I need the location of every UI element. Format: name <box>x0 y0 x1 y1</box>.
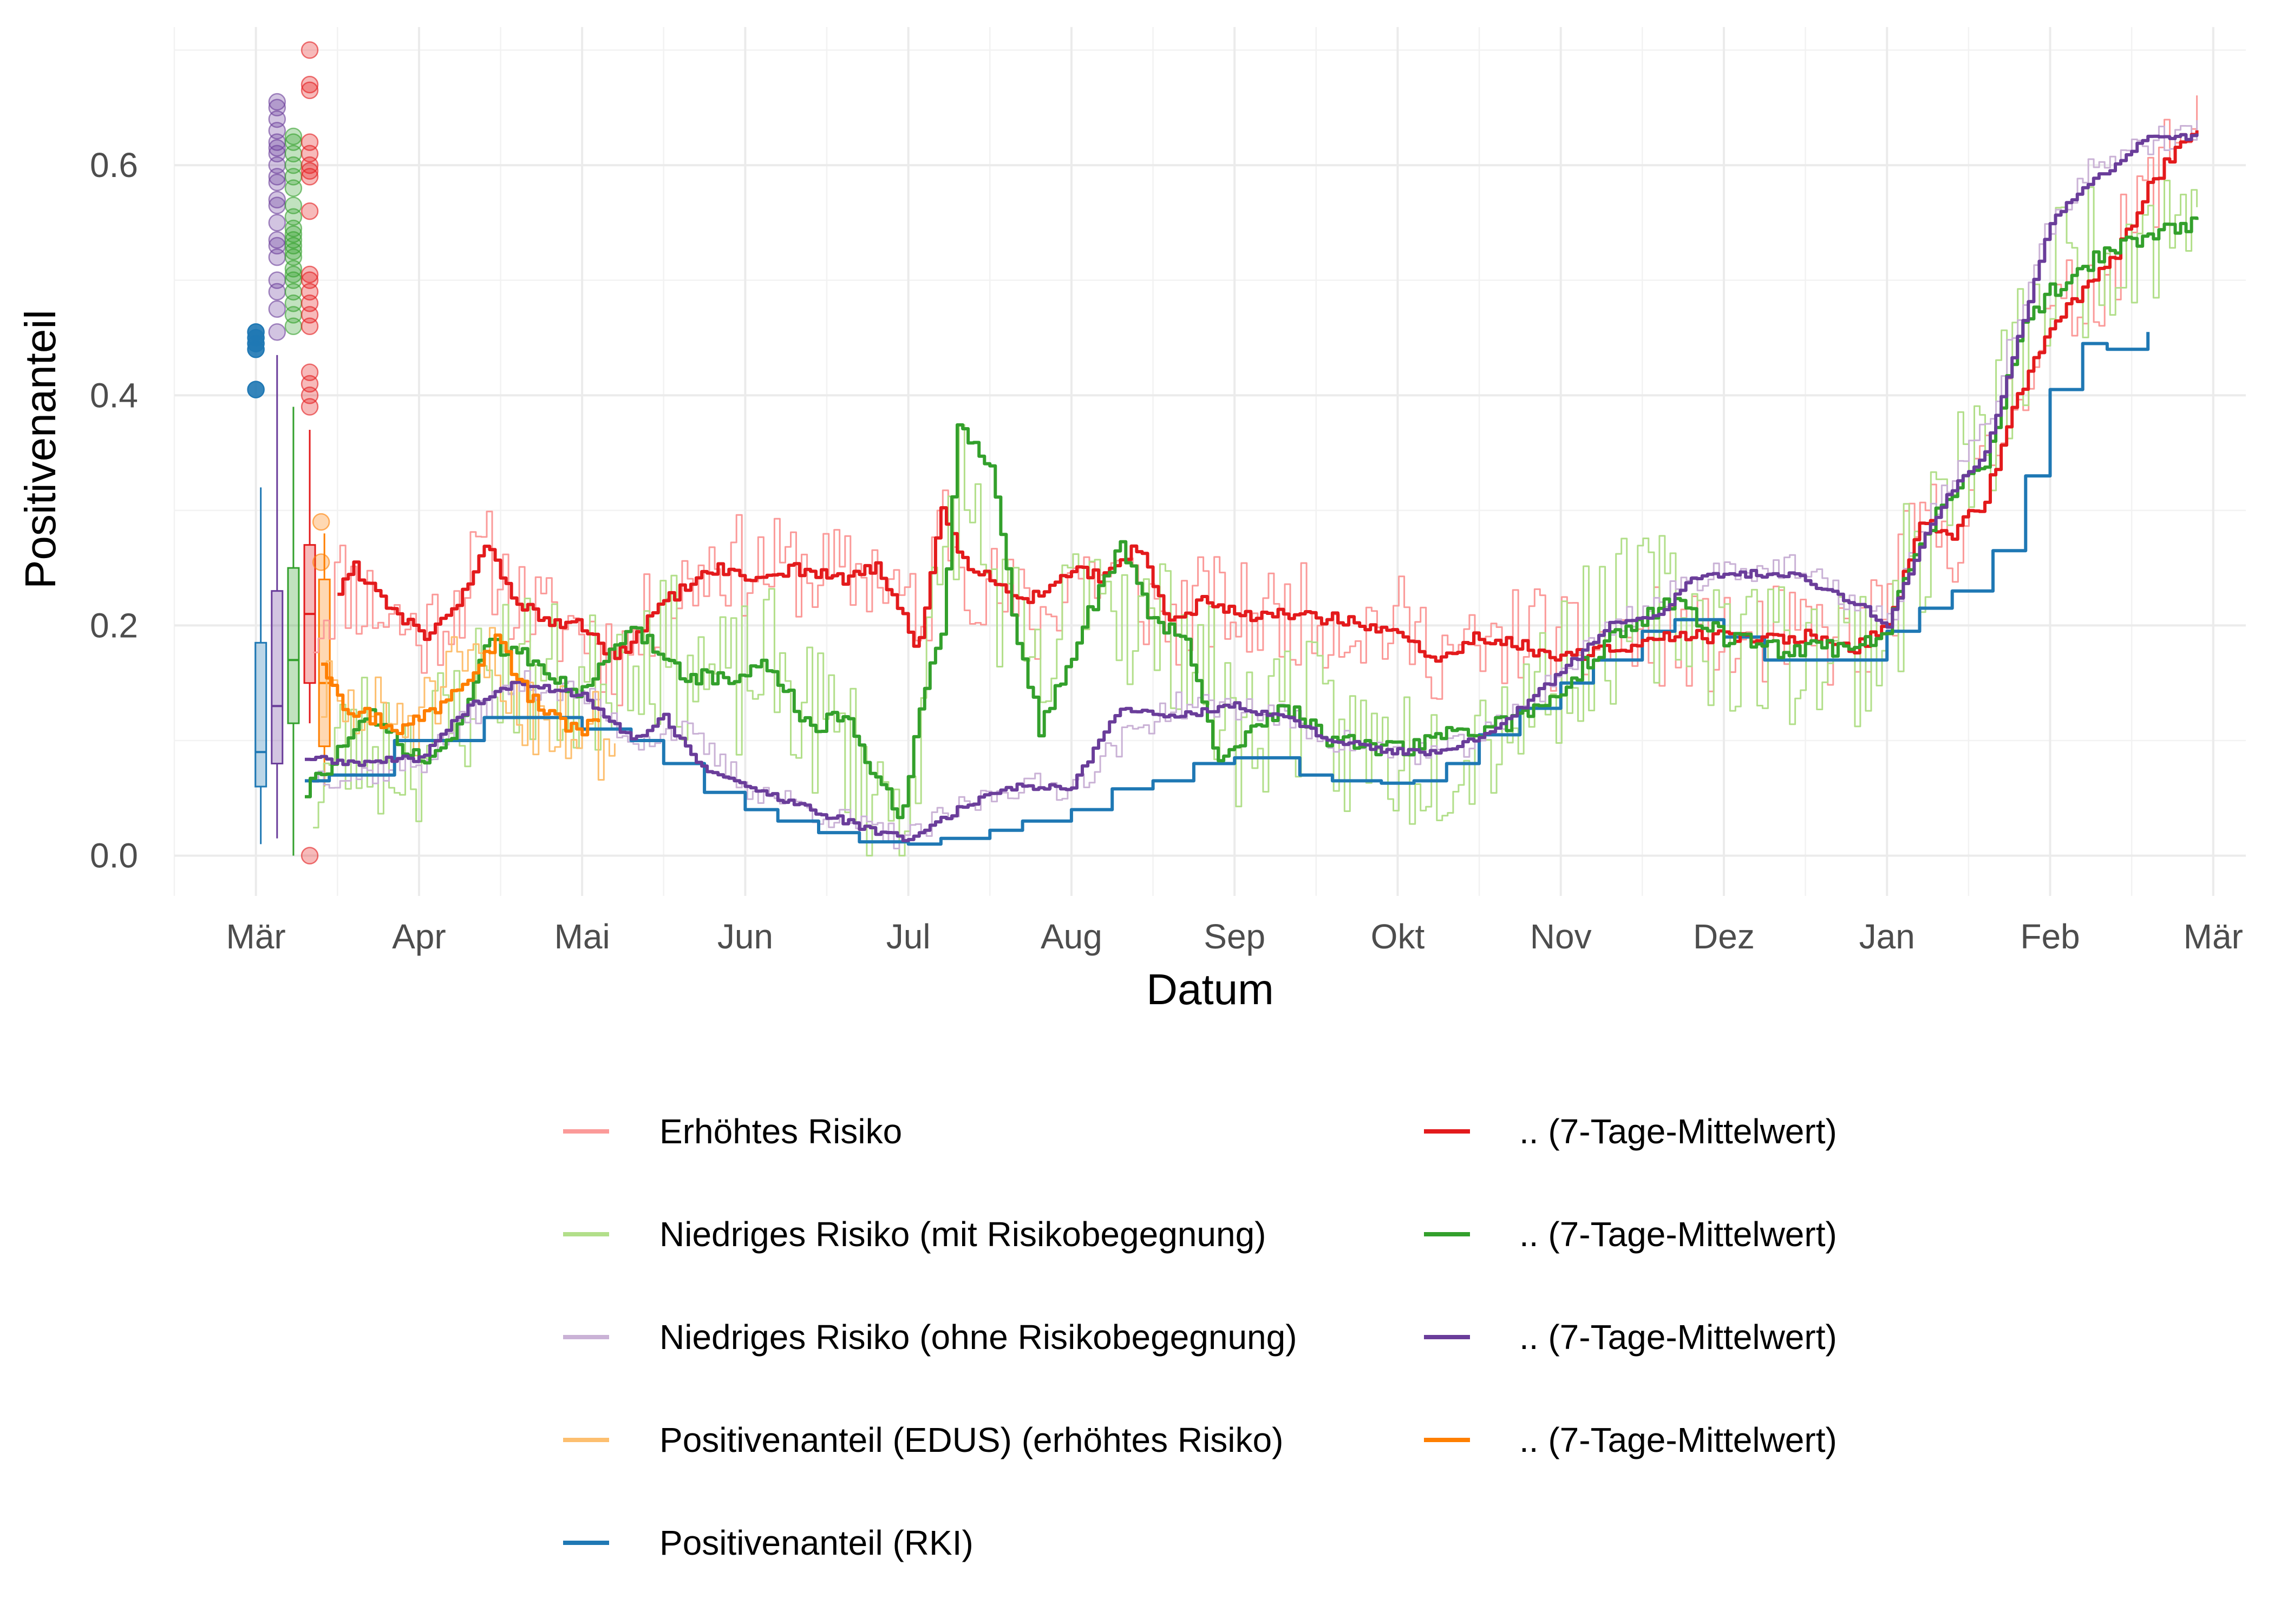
scatter-point <box>268 300 286 318</box>
legend-label-left-2: Niedriges Risiko (mit Risikobegegnung) <box>659 1215 1266 1254</box>
x-tick-label: Feb <box>2020 917 2080 956</box>
series-line-orange-avg <box>321 633 600 737</box>
scatter-point <box>247 381 265 398</box>
legend-label-left-1: Erhöhtes Risiko <box>659 1112 902 1151</box>
x-tick-label: Jul <box>886 917 931 956</box>
scatter-point <box>312 553 330 571</box>
scatter-point <box>300 265 319 284</box>
legend-label-right-2: .. (7-Tage-Mittelwert) <box>1519 1215 1837 1254</box>
scatter-point <box>312 513 330 531</box>
x-tick-label: Mai <box>554 917 610 956</box>
scatter-point <box>284 317 303 335</box>
scatter-point <box>300 168 319 186</box>
boxplot-box <box>254 641 267 788</box>
scatter-point <box>300 847 319 865</box>
boxplot-box <box>271 590 284 765</box>
series-line-rki <box>305 332 2150 846</box>
legend-label-right-3: .. (7-Tage-Mittelwert) <box>1519 1318 1837 1357</box>
legend-label-left-3: Niedriges Risiko (ohne Risikobegegnung) <box>659 1318 1297 1357</box>
scatter-point <box>284 179 303 197</box>
x-tick-label: Jan <box>1859 917 1915 956</box>
x-tick-label: Mär <box>226 917 286 956</box>
scatter-point <box>268 139 286 157</box>
legend-label-left-5: Positivenanteil (RKI) <box>659 1523 973 1562</box>
legend-label-left-4: Positivenanteil (EDUS) (erhöhtes Risiko) <box>659 1420 1283 1459</box>
series-line-purple-avg <box>305 133 2199 842</box>
y-tick-label: 0.0 <box>90 836 138 875</box>
scatter-point <box>268 93 286 111</box>
x-tick-label: Sep <box>1204 917 1265 956</box>
x-tick-label: Dez <box>1693 917 1755 956</box>
scatter-point <box>268 197 286 214</box>
scatter-point <box>268 248 286 266</box>
grid-minor <box>173 27 2246 896</box>
scatter-point <box>268 323 286 341</box>
scatter-point <box>247 340 265 358</box>
legend-label-right-4: .. (7-Tage-Mittelwert) <box>1519 1420 1837 1459</box>
x-tick-label: Okt <box>1371 917 1425 956</box>
scatter-point <box>268 191 286 209</box>
scatter-point <box>268 214 286 232</box>
y-tick-label: 0.6 <box>90 146 138 185</box>
y-axis-title: Positivenanteil <box>16 310 64 589</box>
scatter-point <box>284 243 303 260</box>
boxplot-box <box>287 567 300 724</box>
x-axis-title: Datum <box>1146 965 1274 1013</box>
series-lines <box>305 95 2199 857</box>
series-line-green-raw <box>313 180 2198 857</box>
scatter-point <box>268 283 286 301</box>
scatter-points <box>247 41 330 865</box>
scatter-point <box>300 202 319 220</box>
scatter-point <box>268 173 286 192</box>
series-line-red-raw <box>313 95 2198 706</box>
x-tick-label: Apr <box>392 917 446 956</box>
x-axis-ticks: Mär Apr Mai Jun Jul Aug Sep Okt Nov Dez Jan Feb Mär <box>226 917 2243 956</box>
x-tick-label: Jun <box>717 917 773 956</box>
grid-major <box>174 27 2246 896</box>
scatter-point <box>284 127 303 146</box>
x-tick-label: Nov <box>1530 917 1592 956</box>
series-line-green-avg <box>305 216 2199 820</box>
legend: Erhöhtes Risiko Niedriges Risiko (mit Ris… <box>563 1112 1837 1562</box>
x-tick-label: Aug <box>1041 917 1102 956</box>
y-axis-ticks: 0.0 0.2 0.4 0.6 <box>90 146 138 875</box>
y-tick-label: 0.4 <box>90 376 138 415</box>
scatter-point <box>300 162 319 180</box>
y-tick-label: 0.2 <box>90 606 138 645</box>
scatter-point <box>300 81 319 100</box>
scatter-point <box>300 317 319 335</box>
x-tick-label: Mär <box>2184 917 2243 956</box>
scatter-point <box>300 76 319 94</box>
legend-label-right-1: .. (7-Tage-Mittelwert) <box>1519 1112 1837 1151</box>
scatter-point <box>300 398 319 416</box>
scatter-point <box>300 41 319 59</box>
